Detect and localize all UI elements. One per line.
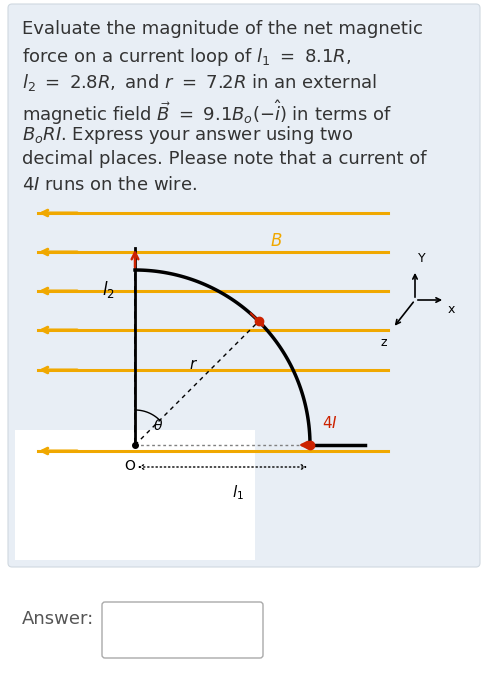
Text: $B_o RI$. Express your answer using two: $B_o RI$. Express your answer using two [22, 124, 353, 146]
Text: force on a current loop of $l_1\ =\ 8.1R,$: force on a current loop of $l_1\ =\ 8.1R… [22, 46, 351, 68]
Text: $l_2\ =\ 2.8R,$ and $r\ =\ 7.2R$ in an external: $l_2\ =\ 2.8R,$ and $r\ =\ 7.2R$ in an e… [22, 72, 377, 93]
FancyBboxPatch shape [102, 602, 263, 658]
Text: $B$: $B$ [270, 232, 283, 250]
Text: z: z [381, 336, 387, 349]
Text: Evaluate the magnitude of the net magnetic: Evaluate the magnitude of the net magnet… [22, 20, 423, 38]
Text: magnetic field $\vec{B}\ =\ 9.1B_o(-\hat{i})$ in terms of: magnetic field $\vec{B}\ =\ 9.1B_o(-\hat… [22, 98, 392, 127]
FancyBboxPatch shape [8, 4, 480, 567]
Text: x: x [448, 303, 455, 316]
Text: $4I$: $4I$ [322, 415, 338, 431]
Text: $r$: $r$ [189, 357, 198, 372]
Text: $l_2$: $l_2$ [102, 279, 114, 300]
Text: Y: Y [418, 252, 426, 265]
Text: O: O [124, 459, 136, 473]
Text: $l_1$: $l_1$ [231, 483, 244, 502]
Text: decimal places. Please note that a current of: decimal places. Please note that a curre… [22, 150, 427, 168]
FancyBboxPatch shape [15, 430, 255, 560]
Text: $4I$ runs on the wire.: $4I$ runs on the wire. [22, 176, 197, 194]
Text: $\theta$: $\theta$ [153, 417, 163, 433]
Text: Answer:: Answer: [22, 610, 94, 628]
